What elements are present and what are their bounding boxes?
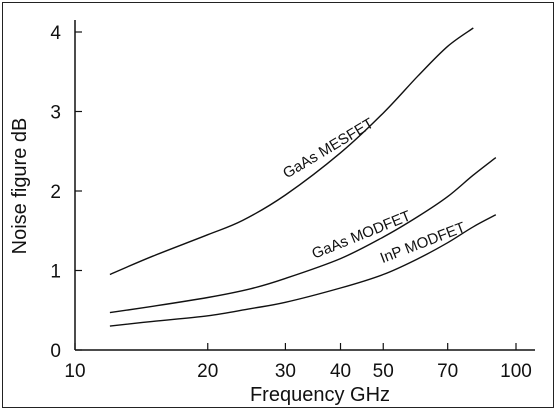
x-tick-label: 70 bbox=[437, 361, 458, 382]
y-tick-label: 0 bbox=[50, 341, 61, 362]
y-tick-label: 1 bbox=[50, 262, 61, 283]
x-tick-label: 20 bbox=[197, 361, 218, 382]
x-tick-label: 10 bbox=[64, 361, 85, 382]
axis-ticks: 0 1 2 3 4 10 20 30 40 50 70 100 bbox=[50, 23, 531, 382]
x-tick-label: 50 bbox=[373, 361, 394, 382]
series-line bbox=[109, 214, 497, 327]
y-tick-label: 2 bbox=[50, 182, 61, 203]
x-tick-label: 100 bbox=[500, 361, 532, 382]
x-axis-title: Frequency GHz bbox=[250, 384, 390, 406]
series-line bbox=[109, 27, 474, 276]
series-line bbox=[109, 157, 497, 314]
y-tick-label: 3 bbox=[50, 103, 61, 124]
y-axis-title: Noise figure dB bbox=[9, 118, 31, 255]
x-tick-label: 40 bbox=[330, 361, 351, 382]
figure-frame bbox=[2, 2, 554, 408]
y-tick-label: 4 bbox=[50, 23, 61, 44]
x-tick-label: 30 bbox=[275, 361, 296, 382]
series-label: GaAs MESFET bbox=[280, 115, 377, 182]
series-curves bbox=[109, 27, 497, 327]
